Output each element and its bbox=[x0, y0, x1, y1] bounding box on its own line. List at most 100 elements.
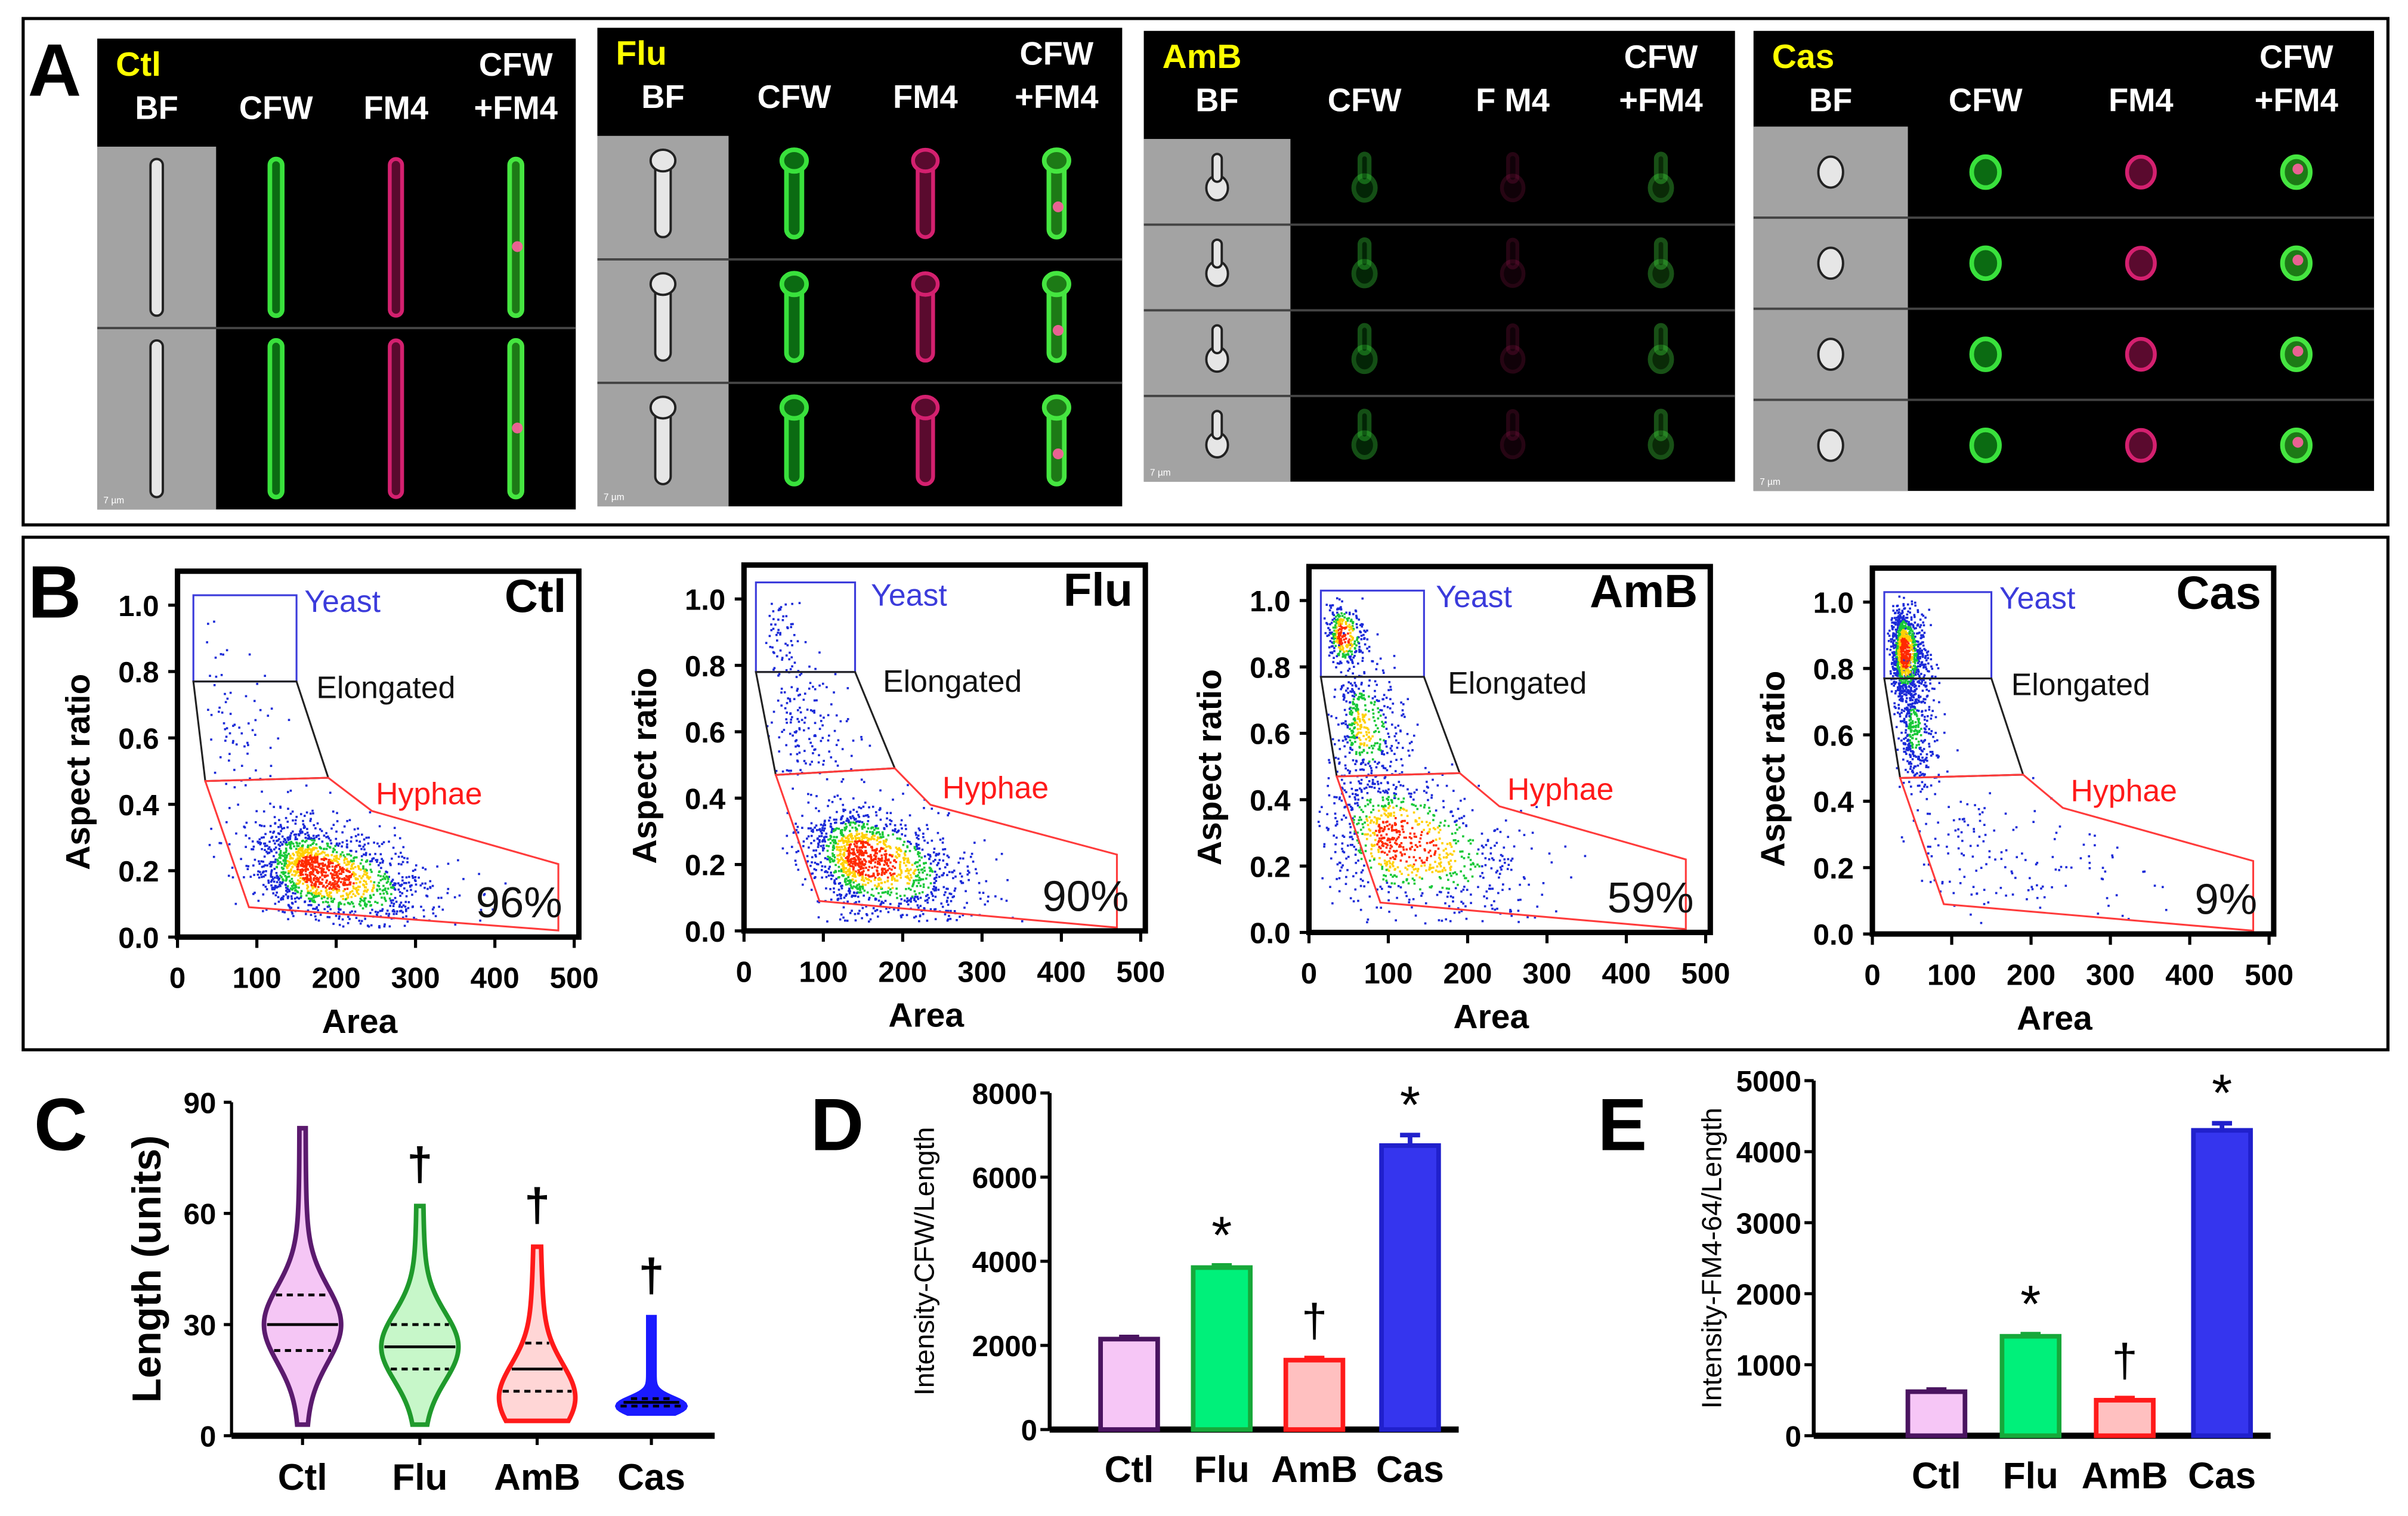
scatter-point bbox=[243, 745, 246, 748]
scatter-point bbox=[258, 876, 261, 879]
scatter-point bbox=[831, 874, 834, 877]
scatter-point bbox=[299, 828, 302, 831]
scatter-point bbox=[1392, 861, 1395, 864]
scatter-point bbox=[845, 893, 848, 896]
scatter-point bbox=[1496, 870, 1499, 873]
scatter-point bbox=[959, 915, 961, 918]
scatter-point bbox=[883, 827, 886, 830]
scatter-point bbox=[245, 695, 248, 698]
scatter-point bbox=[1407, 882, 1410, 885]
scatter-point bbox=[863, 846, 865, 848]
scatter-point bbox=[1370, 744, 1373, 747]
scatter-point bbox=[332, 862, 334, 865]
scatter-point bbox=[375, 913, 378, 916]
scatter-point bbox=[877, 860, 879, 863]
bf-cell bbox=[649, 395, 677, 420]
scatter-point bbox=[940, 902, 943, 905]
scatter-point bbox=[344, 857, 347, 860]
scatter-point bbox=[277, 825, 280, 828]
scatter-point bbox=[1430, 841, 1433, 843]
merge-overlap-spot bbox=[512, 422, 523, 434]
scatter-point bbox=[944, 866, 947, 869]
scatter-point bbox=[1356, 662, 1359, 665]
scatter-point bbox=[411, 875, 414, 877]
scatter-point bbox=[317, 850, 319, 853]
scatter-point bbox=[1330, 631, 1333, 634]
scatter-point bbox=[1336, 771, 1339, 773]
scatter-point bbox=[918, 920, 920, 923]
scatter-point bbox=[282, 878, 284, 881]
scatter-point bbox=[378, 881, 381, 884]
scatter-point bbox=[935, 853, 938, 855]
scatter-point bbox=[1328, 646, 1331, 649]
scatter-point bbox=[847, 869, 849, 871]
scatter-point bbox=[854, 818, 857, 821]
scatter-point bbox=[363, 880, 366, 882]
hyphae-percent: 59% bbox=[1608, 874, 1694, 922]
scatter-point bbox=[1005, 899, 1008, 902]
scatter-point bbox=[492, 908, 494, 911]
scatter-point bbox=[861, 854, 863, 856]
scatter-point bbox=[798, 728, 801, 731]
scatter-point bbox=[1350, 744, 1353, 746]
scatter-point bbox=[1374, 680, 1377, 683]
scatter-point bbox=[857, 873, 860, 876]
scatter-point bbox=[268, 851, 271, 854]
scatter-point bbox=[1365, 818, 1368, 821]
scatter-point bbox=[394, 834, 396, 837]
scatter-point bbox=[814, 861, 817, 864]
scatter-point bbox=[945, 909, 948, 912]
scatter-point bbox=[336, 861, 339, 864]
scatter-point bbox=[1385, 846, 1388, 849]
scatter-point bbox=[1414, 805, 1417, 807]
scatter-point bbox=[1354, 647, 1356, 650]
scatter-point bbox=[861, 852, 863, 855]
scatter-point bbox=[1456, 828, 1458, 831]
scatter-point bbox=[376, 888, 378, 891]
scatter-point bbox=[1386, 751, 1389, 754]
scatter-point bbox=[329, 846, 332, 849]
plot-title: Flu bbox=[1064, 564, 1133, 615]
scatter-point bbox=[884, 891, 887, 893]
scatter-point bbox=[842, 868, 845, 871]
scatter-point bbox=[332, 889, 335, 892]
scatter-point bbox=[267, 879, 270, 882]
scatter-point bbox=[1390, 882, 1393, 884]
scatter-point bbox=[1349, 746, 1352, 749]
scatter-point bbox=[260, 824, 263, 827]
scatter-point bbox=[1352, 718, 1355, 720]
scatter-point bbox=[1386, 815, 1389, 818]
scatter-point bbox=[330, 897, 333, 900]
scatter-point bbox=[308, 878, 310, 881]
scatter-point bbox=[1381, 796, 1384, 799]
scatter-point bbox=[1425, 791, 1428, 794]
scatter-point bbox=[307, 909, 310, 912]
scatter-point bbox=[283, 911, 286, 914]
scatter-point bbox=[853, 875, 855, 878]
scatter-point bbox=[826, 871, 829, 874]
scatter-point bbox=[314, 859, 317, 862]
scatter-point bbox=[1470, 893, 1472, 896]
bf-cell bbox=[1817, 428, 1844, 462]
x-tick-label: 400 bbox=[471, 962, 520, 995]
scatter-point bbox=[314, 847, 317, 850]
scatter-point bbox=[268, 862, 271, 865]
scatter-point bbox=[1443, 819, 1446, 822]
scatter-point bbox=[957, 861, 960, 864]
scatter-point bbox=[329, 872, 332, 875]
scatter-point bbox=[796, 717, 799, 720]
scatter-point bbox=[251, 848, 253, 850]
scatter-point bbox=[1385, 879, 1388, 882]
scatter-point bbox=[1348, 723, 1351, 726]
scatter-point bbox=[1349, 620, 1352, 623]
scatter-point bbox=[345, 878, 348, 881]
scatter-point bbox=[1377, 707, 1379, 710]
scatter-point bbox=[851, 909, 853, 912]
scatter-point bbox=[1441, 920, 1443, 922]
scatter-point bbox=[262, 893, 265, 896]
scatter-point bbox=[1348, 638, 1351, 641]
scatter-point bbox=[1339, 870, 1341, 872]
scatter-point bbox=[385, 912, 388, 915]
scatter-point bbox=[1349, 805, 1352, 808]
scatter-point bbox=[391, 857, 393, 860]
